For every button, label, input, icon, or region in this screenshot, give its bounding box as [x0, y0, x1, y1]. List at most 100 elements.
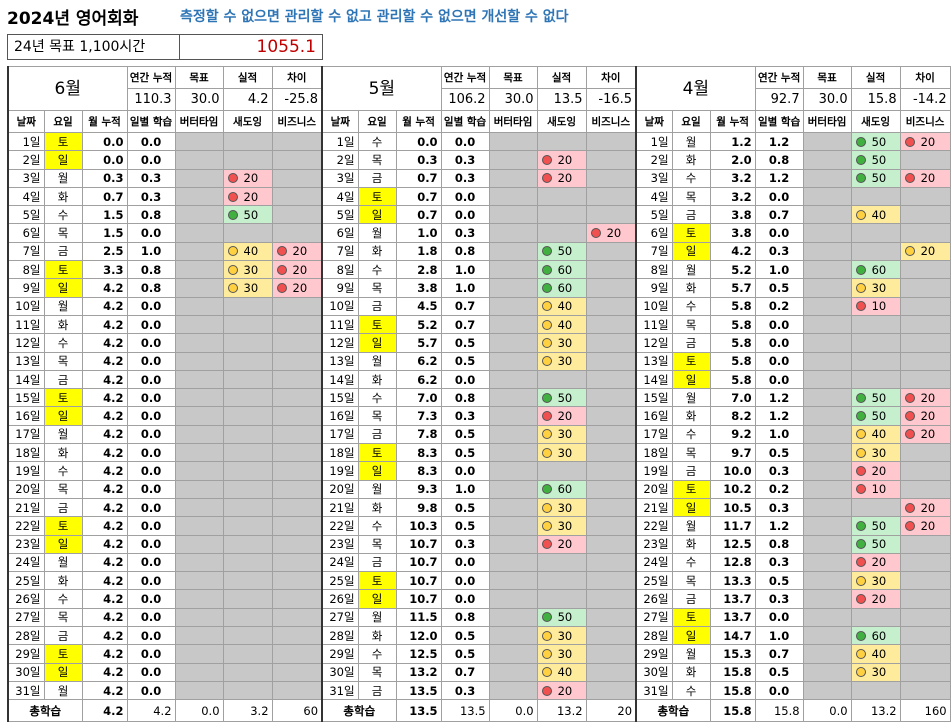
date: 11일 — [635, 314, 673, 335]
rating-icon — [541, 447, 552, 458]
daily-study: 0.5 — [440, 626, 490, 646]
business-empty — [271, 589, 323, 609]
butter-time — [488, 351, 538, 371]
column-header: 월 누적 — [395, 110, 442, 133]
rating-icon — [855, 648, 866, 659]
business-empty — [271, 461, 323, 481]
shadowing-cell: 30 — [536, 351, 587, 371]
shadowing-empty — [222, 534, 273, 554]
monthly-cumulative: 9.2 — [709, 424, 756, 445]
daily-study: 0.5 — [440, 497, 490, 518]
rating-icon — [541, 264, 552, 275]
monthly-cumulative: 6.2 — [395, 369, 442, 390]
rating-icon — [541, 612, 552, 623]
summary-value: 4.2 — [222, 88, 273, 111]
shadowing-value: 50 — [871, 537, 887, 552]
shadowing-cell: 20 — [850, 461, 901, 481]
daily-study: 0.0 — [126, 131, 176, 152]
daily-study: 1.0 — [754, 260, 804, 280]
date: 27일 — [7, 607, 45, 628]
monthly-cumulative: 0.3 — [395, 150, 442, 170]
business-empty — [899, 443, 951, 463]
shadowing-empty — [222, 131, 273, 152]
butter-time — [488, 552, 538, 573]
date: 16일 — [321, 406, 359, 426]
rating-icon — [855, 520, 866, 531]
total-value: 15.8 — [754, 699, 804, 723]
shadowing-cell: 30 — [536, 644, 587, 664]
business-empty — [271, 552, 323, 573]
butter-time — [488, 314, 538, 335]
rating-icon — [855, 392, 866, 403]
shadowing-empty — [222, 461, 273, 481]
butter-time — [802, 388, 852, 408]
butter-time — [488, 497, 538, 518]
business-empty — [271, 626, 323, 646]
weekday: 토 — [671, 351, 711, 371]
shadowing-cell: 50 — [850, 131, 901, 152]
weekday: 화 — [671, 278, 711, 298]
daily-study: 0.0 — [126, 644, 176, 664]
daily-study: 0.0 — [754, 333, 804, 353]
shadowing-cell: 60 — [536, 260, 587, 280]
business-empty — [585, 461, 637, 481]
weekday: 화 — [43, 314, 83, 335]
business-empty — [585, 260, 637, 280]
rating-icon — [904, 411, 915, 422]
weekday: 금 — [671, 461, 711, 481]
shadowing-value: 50 — [557, 244, 573, 259]
business-cell: 20 — [899, 406, 951, 426]
business-empty — [585, 333, 637, 353]
monthly-cumulative: 5.8 — [709, 351, 756, 371]
monthly-cumulative: 3.3 — [81, 260, 128, 280]
shadowing-cell: 30 — [536, 443, 587, 463]
butter-time — [802, 516, 852, 536]
monthly-cumulative: 6.2 — [395, 351, 442, 371]
business-empty — [899, 186, 951, 207]
date: 14일 — [635, 369, 673, 390]
date: 6일 — [321, 223, 359, 243]
monthly-cumulative: 2.5 — [81, 241, 128, 262]
business-empty — [271, 186, 323, 207]
weekday: 화 — [357, 369, 397, 390]
shadowing-empty — [222, 314, 273, 335]
shadowing-value: 30 — [243, 262, 259, 277]
butter-time — [174, 296, 224, 316]
shadowing-value: 30 — [557, 518, 573, 533]
shadowing-value: 20 — [871, 555, 887, 570]
business-empty — [899, 296, 951, 316]
daily-study: 0.8 — [754, 150, 804, 170]
business-value: 20 — [292, 281, 308, 296]
daily-study: 0.3 — [440, 406, 490, 426]
column-header: 비즈니스 — [585, 110, 637, 133]
business-empty — [585, 662, 637, 682]
shadowing-cell: 50 — [850, 406, 901, 426]
shadowing-empty — [536, 589, 587, 609]
rating-icon — [855, 557, 866, 568]
date: 27일 — [635, 607, 673, 628]
monthly-cumulative: 8.3 — [395, 461, 442, 481]
weekday: 일 — [357, 589, 397, 609]
summary-value: 30.0 — [802, 88, 852, 111]
daily-study: 0.0 — [126, 351, 176, 371]
business-empty — [271, 516, 323, 536]
butter-time — [488, 479, 538, 499]
column-header: 일별 학습 — [440, 110, 490, 133]
rating-icon — [276, 283, 287, 294]
date: 5일 — [635, 205, 673, 225]
daily-study: 0.8 — [440, 388, 490, 408]
shadowing-cell: 40 — [536, 296, 587, 316]
business-empty — [271, 424, 323, 445]
date: 2일 — [321, 150, 359, 170]
date: 3일 — [7, 168, 45, 188]
column-header: 비즈니스 — [899, 110, 951, 133]
date: 21일 — [321, 497, 359, 518]
shadowing-value: 40 — [557, 665, 573, 680]
daily-study: 0.5 — [440, 424, 490, 445]
shadowing-cell: 30 — [536, 333, 587, 353]
monthly-cumulative: 12.0 — [395, 626, 442, 646]
daily-study: 0.0 — [440, 461, 490, 481]
weekday: 토 — [43, 131, 83, 152]
butter-time — [802, 223, 852, 243]
